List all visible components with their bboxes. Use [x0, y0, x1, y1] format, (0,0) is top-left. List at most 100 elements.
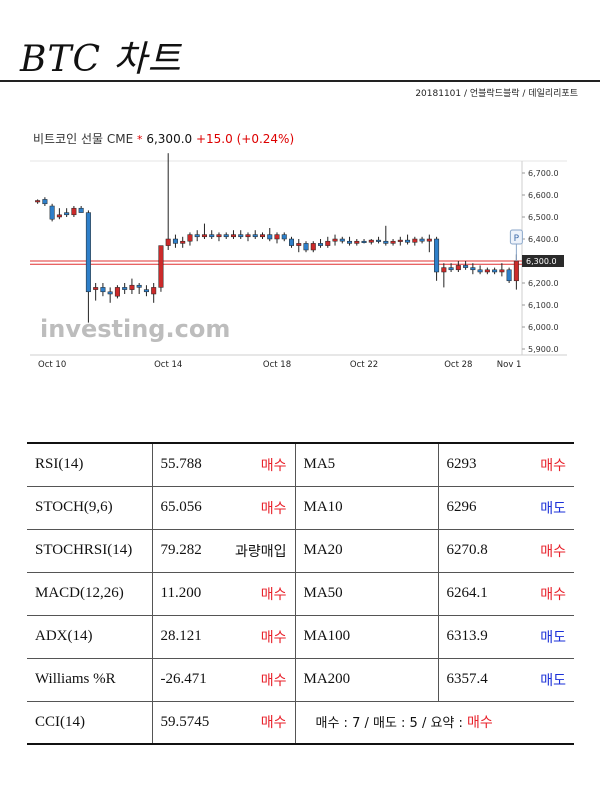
- candle-body: [64, 212, 70, 216]
- indicator-name-cell: MACD(12,26): [27, 571, 153, 615]
- candle-body: [158, 245, 164, 288]
- y-tick-label: 6,700.0: [528, 169, 559, 178]
- x-tick-label: Oct 22: [350, 360, 378, 370]
- ma-name: MA5: [303, 456, 336, 473]
- candle-body: [484, 269, 490, 273]
- x-tick-label: Oct 18: [263, 360, 291, 370]
- candle-body: [274, 234, 280, 240]
- candle-body: [310, 243, 316, 251]
- ma-name-cell: MA10: [295, 485, 439, 529]
- ma-value-cell: 6313.9 매도: [438, 614, 574, 658]
- candle-body: [201, 234, 207, 238]
- y-tick-label: 6,400.0: [528, 235, 559, 244]
- indicator-name-cell: CCI(14): [27, 700, 153, 745]
- ma-value: 6264.1: [446, 585, 488, 601]
- candle-body: [93, 287, 99, 290]
- candle-body: [165, 238, 171, 246]
- ma-value: 6357.4: [446, 671, 488, 687]
- table-row: ADX(14) 28.121 매수 MA100 6313.9 매도: [27, 614, 574, 658]
- candle-body: [455, 265, 461, 271]
- ma-signal: 매수: [540, 457, 566, 474]
- indicator-name: CCI(14): [35, 713, 85, 730]
- candle-body: [390, 240, 396, 244]
- candle-body: [347, 240, 353, 244]
- y-tick-label: 6,000.0: [528, 323, 559, 332]
- ma-value: 6270.8: [446, 542, 488, 558]
- ma-signal: 매도: [540, 672, 566, 689]
- current-price-box: [522, 255, 564, 267]
- y-tick-label: 5,900.0: [528, 345, 559, 354]
- x-tick-label: Oct 10: [38, 360, 66, 370]
- candle-body: [281, 234, 287, 240]
- candle-body: [470, 267, 476, 271]
- indicator-signal: 매수: [260, 586, 287, 603]
- candle-body: [209, 234, 215, 238]
- candle-body: [223, 234, 229, 238]
- candle-body: [172, 238, 178, 244]
- indicator-name: STOCHRSI(14): [35, 542, 133, 558]
- byline: 20181101 / 언블락드블락 / 데일리리포트: [415, 89, 578, 99]
- table-row: RSI(14) 55.788 매수 MA5 6293 매수: [27, 442, 574, 486]
- ma-value-cell: 6270.8 매수: [438, 528, 574, 572]
- indicator-name: MACD(12,26): [35, 585, 124, 601]
- candle-body: [122, 287, 128, 290]
- candle-body: [368, 239, 374, 243]
- table-row: MACD(12,26) 11.200 매수 MA50 6264.1 매수: [27, 571, 574, 615]
- ma-name-cell: MA200: [295, 657, 439, 701]
- candle-body: [78, 207, 84, 213]
- indicator-name: ADX(14): [35, 628, 93, 644]
- candle-body: [448, 267, 454, 271]
- price-chart: 6,700.0 6,600.0 6,500.0 6,400.0 6,300.0 6,200…: [30, 123, 567, 375]
- indicator-value-cell: 11.200 매수: [152, 571, 296, 615]
- title-divider: [0, 80, 600, 82]
- candle-body: [325, 240, 331, 246]
- y-tick-label: 6,100.0: [528, 301, 559, 310]
- indicator-signal: 매수: [260, 457, 287, 474]
- candle-body: [463, 265, 469, 268]
- candle-body: [513, 260, 519, 282]
- candle-body: [383, 240, 389, 244]
- indicator-name-cell: STOCHRSI(14): [27, 528, 153, 572]
- candle-body: [405, 239, 411, 243]
- candle-body: [42, 199, 48, 205]
- table-row: STOCH(9,6) 65.056 매수 MA10 6296 매도: [27, 485, 574, 529]
- ma-name: MA100: [303, 628, 351, 644]
- ma-signal: 매도: [540, 629, 566, 646]
- p-marker-label: P: [514, 234, 520, 244]
- candle-body: [238, 234, 244, 238]
- ma-signal: 매도: [540, 500, 566, 517]
- indicator-value: -26.471: [160, 671, 207, 687]
- summary-verdict: 매수: [467, 715, 493, 732]
- candle-body: [136, 284, 142, 288]
- ma-name: MA10: [303, 499, 343, 515]
- candle-body: [85, 212, 91, 293]
- indicator-name-cell: ADX(14): [27, 614, 153, 658]
- candle-body: [354, 240, 360, 244]
- candle-body: [245, 234, 251, 238]
- indicator-name: STOCH(9,6): [35, 499, 113, 515]
- ma-value: 6313.9: [446, 628, 488, 644]
- candle-body: [506, 269, 512, 282]
- candle-body: [397, 239, 403, 242]
- indicator-value-cell: 55.788 매수: [152, 442, 296, 486]
- candle-body: [339, 238, 345, 242]
- table-row: STOCHRSI(14) 79.282 과량매입 MA20 6270.8 매수: [27, 528, 574, 572]
- indicator-name: Williams %R: [35, 671, 116, 687]
- candle-body: [296, 243, 302, 246]
- ma-signal: 매수: [540, 543, 566, 560]
- candle-body: [151, 287, 157, 295]
- candle-body: [216, 234, 222, 238]
- summary-cell: 매수 : 7 / 매도 : 5 / 요약 : 매수: [295, 700, 574, 745]
- chart-canvas: 6,700.0 6,600.0 6,500.0 6,400.0 6,300.0 6,200…: [30, 153, 567, 370]
- candle-body: [187, 234, 193, 242]
- candle-body: [332, 238, 338, 242]
- candle-body: [426, 238, 432, 242]
- candle-body: [376, 239, 382, 242]
- ma-value-cell: 6296 매도: [438, 485, 574, 529]
- indicator-value: 79.282: [160, 542, 202, 558]
- candle-body: [180, 240, 186, 244]
- x-tick-label: Oct 14: [154, 360, 182, 370]
- ma-value-cell: 6264.1 매수: [438, 571, 574, 615]
- y-tick-label: 6,500.0: [528, 213, 559, 222]
- indicator-value-cell: 65.056 매수: [152, 485, 296, 529]
